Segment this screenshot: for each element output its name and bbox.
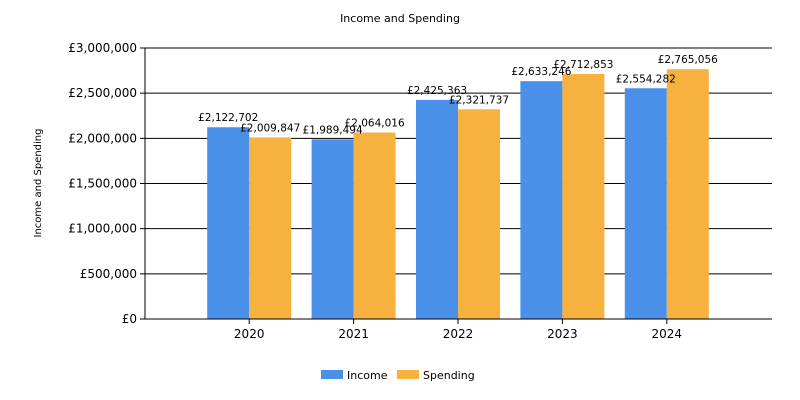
x-tick-label: 2024 bbox=[652, 327, 683, 341]
legend-swatch-income bbox=[321, 370, 343, 379]
y-tick-label: £1,000,000 bbox=[68, 222, 137, 236]
legend-label-income: Income bbox=[347, 369, 388, 382]
chart-title: Income and Spending bbox=[340, 12, 460, 25]
bar-income bbox=[416, 99, 458, 319]
x-tick-label: 2020 bbox=[234, 327, 265, 341]
data-label-spending: £2,765,056 bbox=[658, 54, 718, 66]
y-tick-label: £1,500,000 bbox=[68, 177, 137, 191]
bar-income bbox=[520, 81, 563, 319]
legend: Income Spending bbox=[321, 369, 475, 382]
data-label-income: £2,554,282 bbox=[616, 73, 676, 85]
y-tick-label: £2,000,000 bbox=[68, 131, 137, 145]
data-labels: £2,122,702£2,009,847 £1,989,494£2,064,016… bbox=[198, 54, 718, 136]
x-tick-label: 2021 bbox=[338, 327, 369, 341]
x-tick-labels: 2020 2021 2022 2023 2024 bbox=[234, 319, 682, 341]
data-label-spending: £2,009,847 bbox=[240, 122, 300, 134]
y-tick-label: £2,500,000 bbox=[68, 86, 137, 100]
legend-swatch-spending bbox=[397, 370, 419, 379]
data-label-spending: £2,064,016 bbox=[345, 118, 405, 130]
bar-income bbox=[207, 127, 250, 319]
data-label-spending: £2,321,737 bbox=[449, 94, 509, 106]
bar-spending bbox=[666, 69, 709, 320]
bar-spending bbox=[458, 109, 500, 319]
y-axis-title: Income and Spending bbox=[33, 129, 44, 238]
data-label-income: £2,633,246 bbox=[511, 66, 571, 78]
x-tick-label: 2022 bbox=[443, 327, 474, 341]
bar-spending bbox=[353, 132, 396, 319]
y-tick-labels: £0 £500,000 £1,000,000 £1,500,000 £2,000,000… bbox=[68, 41, 145, 326]
bar-spending bbox=[249, 137, 292, 319]
bar-income bbox=[311, 139, 354, 319]
x-tick-label: 2023 bbox=[547, 327, 578, 341]
bars-group bbox=[207, 69, 709, 320]
y-tick-label: £0 bbox=[122, 312, 137, 326]
data-label-income: £2,425,363 bbox=[407, 85, 467, 97]
data-label-income: £1,989,494 bbox=[303, 124, 363, 136]
y-tick-label: £3,000,000 bbox=[68, 41, 137, 55]
data-label-spending: £2,712,853 bbox=[553, 59, 613, 71]
y-tick-label: £500,000 bbox=[80, 267, 137, 281]
bar-spending bbox=[562, 73, 605, 320]
data-label-income: £2,122,702 bbox=[198, 112, 258, 124]
bar-income bbox=[624, 88, 667, 320]
legend-label-spending: Spending bbox=[423, 369, 475, 382]
